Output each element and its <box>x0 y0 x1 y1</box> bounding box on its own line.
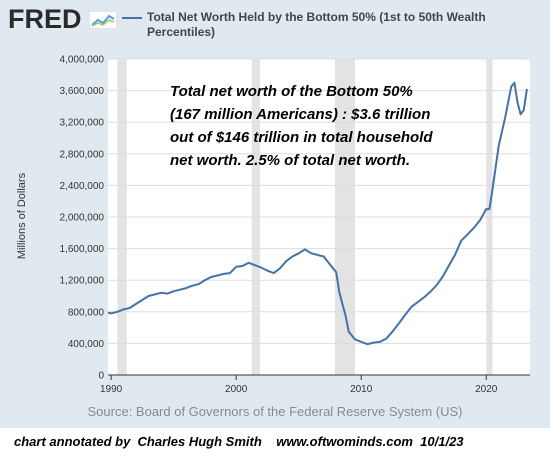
source-text: Source: Board of Governors of the Federa… <box>87 404 463 419</box>
fred-logo: FRED <box>8 4 118 35</box>
y-tick-label: 2,800,000 <box>60 149 105 160</box>
credit-text: chart annotated by Charles Hugh Smith ww… <box>14 434 464 449</box>
y-tick-label: 0 <box>98 371 104 382</box>
y-tick-label: 4,000,000 <box>60 55 105 66</box>
annotation-text: net worth. 2.5% of total net worth. <box>170 152 410 169</box>
y-tick-label: 1,600,000 <box>60 244 105 255</box>
annotation-text: (167 million Americans) : $3.6 trillion <box>170 106 430 123</box>
series-title: Total Net Worth Held by the Bottom 50% (… <box>147 10 486 39</box>
legend-swatch <box>122 17 142 19</box>
series-line <box>107 81 528 346</box>
y-tick-label: 2,000,000 <box>60 213 105 224</box>
y-tick-label: 3,200,000 <box>60 118 105 129</box>
x-tick-label: 1990 <box>100 384 123 395</box>
chart-line-icon <box>88 10 118 30</box>
logo-text: FRED <box>8 4 82 34</box>
y-tick-label: 3,600,000 <box>60 86 105 97</box>
annotation-text: Total net worth of the Bottom 50% <box>170 83 413 100</box>
y-tick-label: 400,000 <box>68 339 105 350</box>
x-tick-label: 2020 <box>475 384 498 395</box>
x-tick-label: 2000 <box>225 384 248 395</box>
annotation-text: out of $146 trillion in total household <box>170 129 433 146</box>
y-tick-label: 800,000 <box>68 307 105 318</box>
y-tick-label: 1,200,000 <box>60 276 105 287</box>
y-tick-label: 2,400,000 <box>60 181 105 192</box>
chart-area: 0 400,000 800,000 1,200,000 1,600,000 2,000,0… <box>60 55 530 395</box>
x-tick-label: 2010 <box>350 384 373 395</box>
